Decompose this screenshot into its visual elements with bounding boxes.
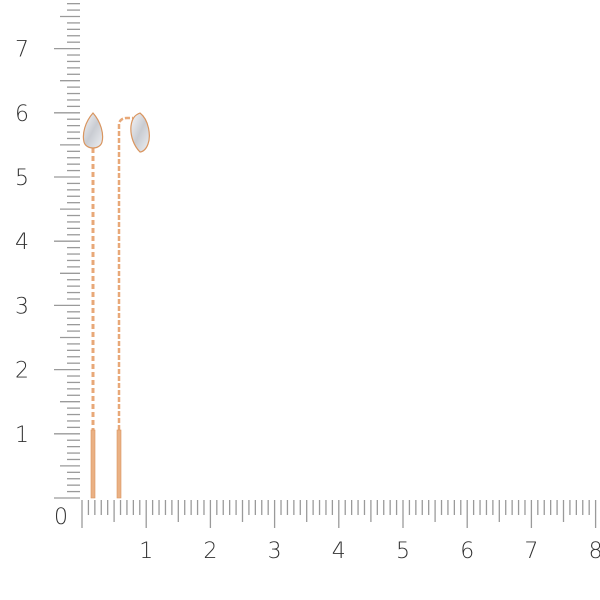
- vertical-label: 6: [15, 102, 29, 127]
- horizontal-label: 6: [460, 539, 474, 564]
- horizontal-label: 8: [589, 539, 600, 564]
- earring-right: [116, 112, 150, 499]
- pear-stone-left: [82, 112, 104, 149]
- vertical-label: 4: [15, 230, 29, 255]
- earring-left: [82, 112, 104, 499]
- vertical-label: 3: [15, 294, 29, 319]
- ruler-ticks: [54, 3, 597, 528]
- vertical-label: 1: [15, 423, 29, 448]
- vertical-label: 7: [15, 38, 29, 63]
- horizontal-label: 4: [332, 539, 346, 564]
- ruler-labels: 0 1 2 3 4 5 6 7 8 1 2 3 4 5 6 7: [15, 38, 600, 564]
- earrings: [82, 112, 150, 499]
- vertical-label: 2: [15, 359, 29, 384]
- pear-stone-right: [130, 112, 150, 153]
- zero-label: 0: [54, 505, 68, 530]
- horizontal-label: 3: [268, 539, 282, 564]
- horizontal-label: 7: [524, 539, 538, 564]
- horizontal-label: 1: [139, 539, 153, 564]
- horizontal-label: 2: [203, 539, 217, 564]
- horizontal-label: 5: [396, 539, 410, 564]
- vertical-label: 5: [15, 166, 29, 191]
